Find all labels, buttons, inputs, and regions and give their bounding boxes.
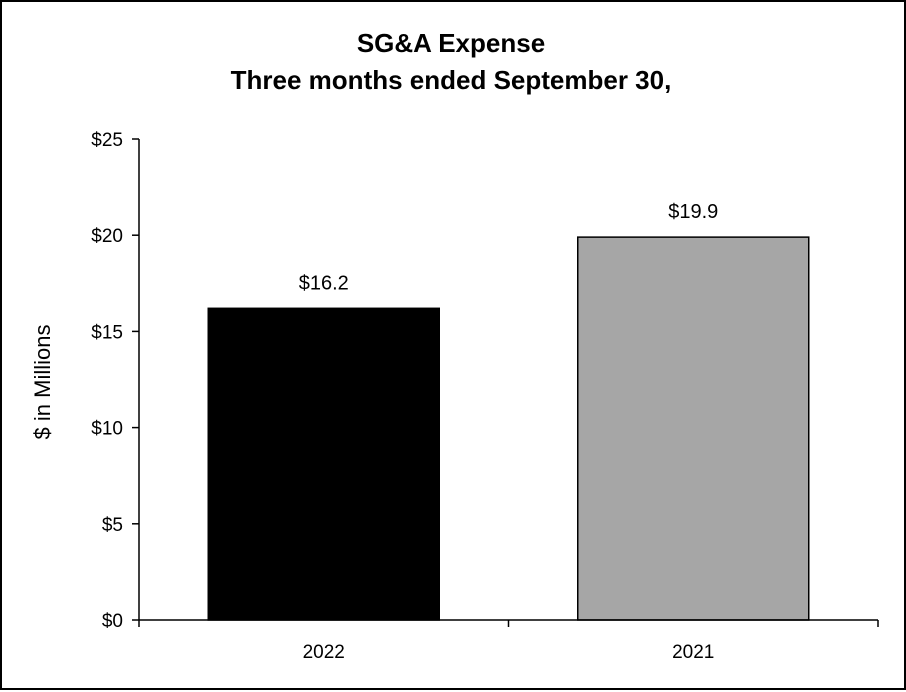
- chart-subtitle: Three months ended September 30,: [231, 65, 672, 95]
- data-labels: $16.2 $19.9: [299, 201, 719, 294]
- chart-title: SG&A Expense: [357, 28, 545, 58]
- x-tick-label-2022: 2022: [303, 642, 345, 663]
- y-tick-label: $25: [91, 130, 123, 151]
- data-label-2021: $19.9: [668, 201, 718, 223]
- y-axis-ticks: $0 $5 $10 $15 $20 $25: [91, 130, 139, 632]
- y-axis-label: $ in Millions: [30, 325, 55, 440]
- data-label-2022: $16.2: [299, 272, 349, 294]
- y-tick-label: $5: [102, 515, 123, 536]
- y-tick-label: $15: [91, 322, 123, 343]
- x-axis-ticks: 2022 2021: [138, 620, 879, 663]
- bars: [207, 236, 810, 621]
- bar-2021: [577, 236, 810, 621]
- y-tick-label: $0: [102, 611, 123, 632]
- bar-2022: [207, 307, 440, 621]
- x-tick-label-2021: 2021: [672, 642, 714, 663]
- y-tick-label: $20: [91, 226, 123, 247]
- y-tick-label: $10: [91, 419, 123, 440]
